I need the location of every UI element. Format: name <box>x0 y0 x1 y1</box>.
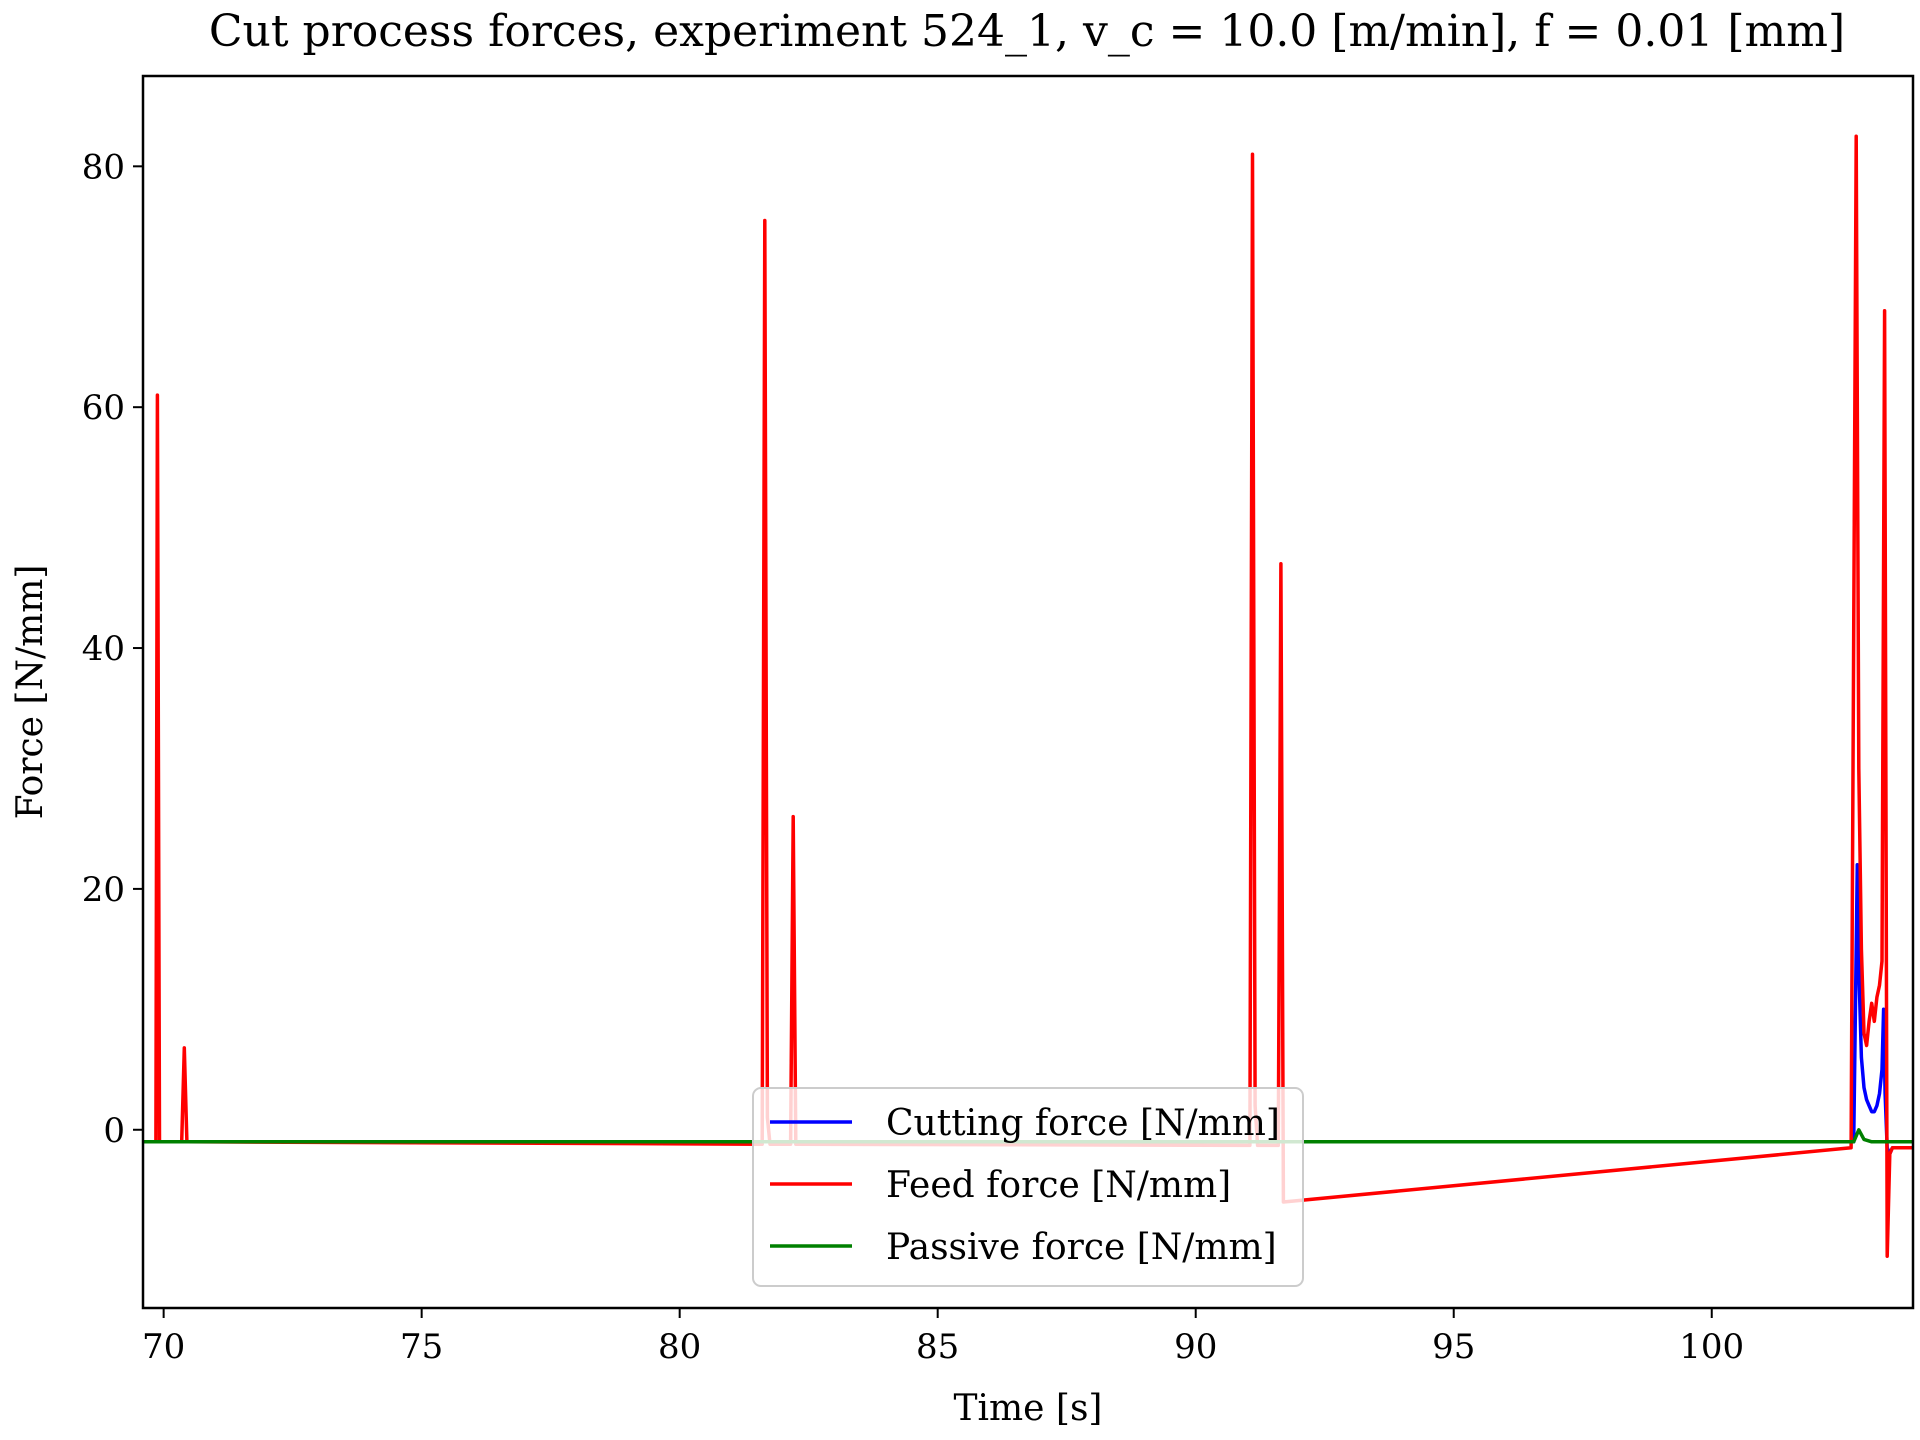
x-tick-label: 95 <box>1432 1327 1475 1367</box>
plot-frame <box>141 74 1915 1310</box>
legend-label-cutting: Cutting force [N/mm] <box>886 1103 1280 1144</box>
legend-label-feed: Feed force [N/mm] <box>886 1165 1231 1206</box>
x-tick-label: 85 <box>916 1327 959 1367</box>
y-axis-label: Force [N/mm] <box>10 565 51 820</box>
legend: Cutting force [N/mm] Feed force [N/mm] P… <box>752 1087 1304 1287</box>
x-axis: 70 75 80 85 90 95 100 <box>142 1308 1744 1367</box>
legend-label-passive: Passive force [N/mm] <box>886 1227 1277 1268</box>
x-tick-label: 80 <box>658 1327 701 1367</box>
chart-title: Cut process forces, experiment 524_1, v_… <box>209 6 1845 57</box>
x-tick-label: 100 <box>1679 1327 1744 1367</box>
x-axis-label: Time [s] <box>954 1388 1103 1429</box>
y-tick-label: 80 <box>82 147 125 187</box>
y-tick-label: 0 <box>103 1111 125 1151</box>
y-tick-label: 20 <box>82 870 125 910</box>
y-tick-label: 40 <box>82 629 125 669</box>
y-axis: 0 20 40 60 80 <box>82 147 143 1151</box>
x-tick-label: 75 <box>400 1327 443 1367</box>
x-tick-label: 90 <box>1174 1327 1217 1367</box>
y-tick-label: 60 <box>82 388 125 428</box>
x-tick-label: 70 <box>142 1327 185 1367</box>
legend-box <box>752 1087 1304 1287</box>
